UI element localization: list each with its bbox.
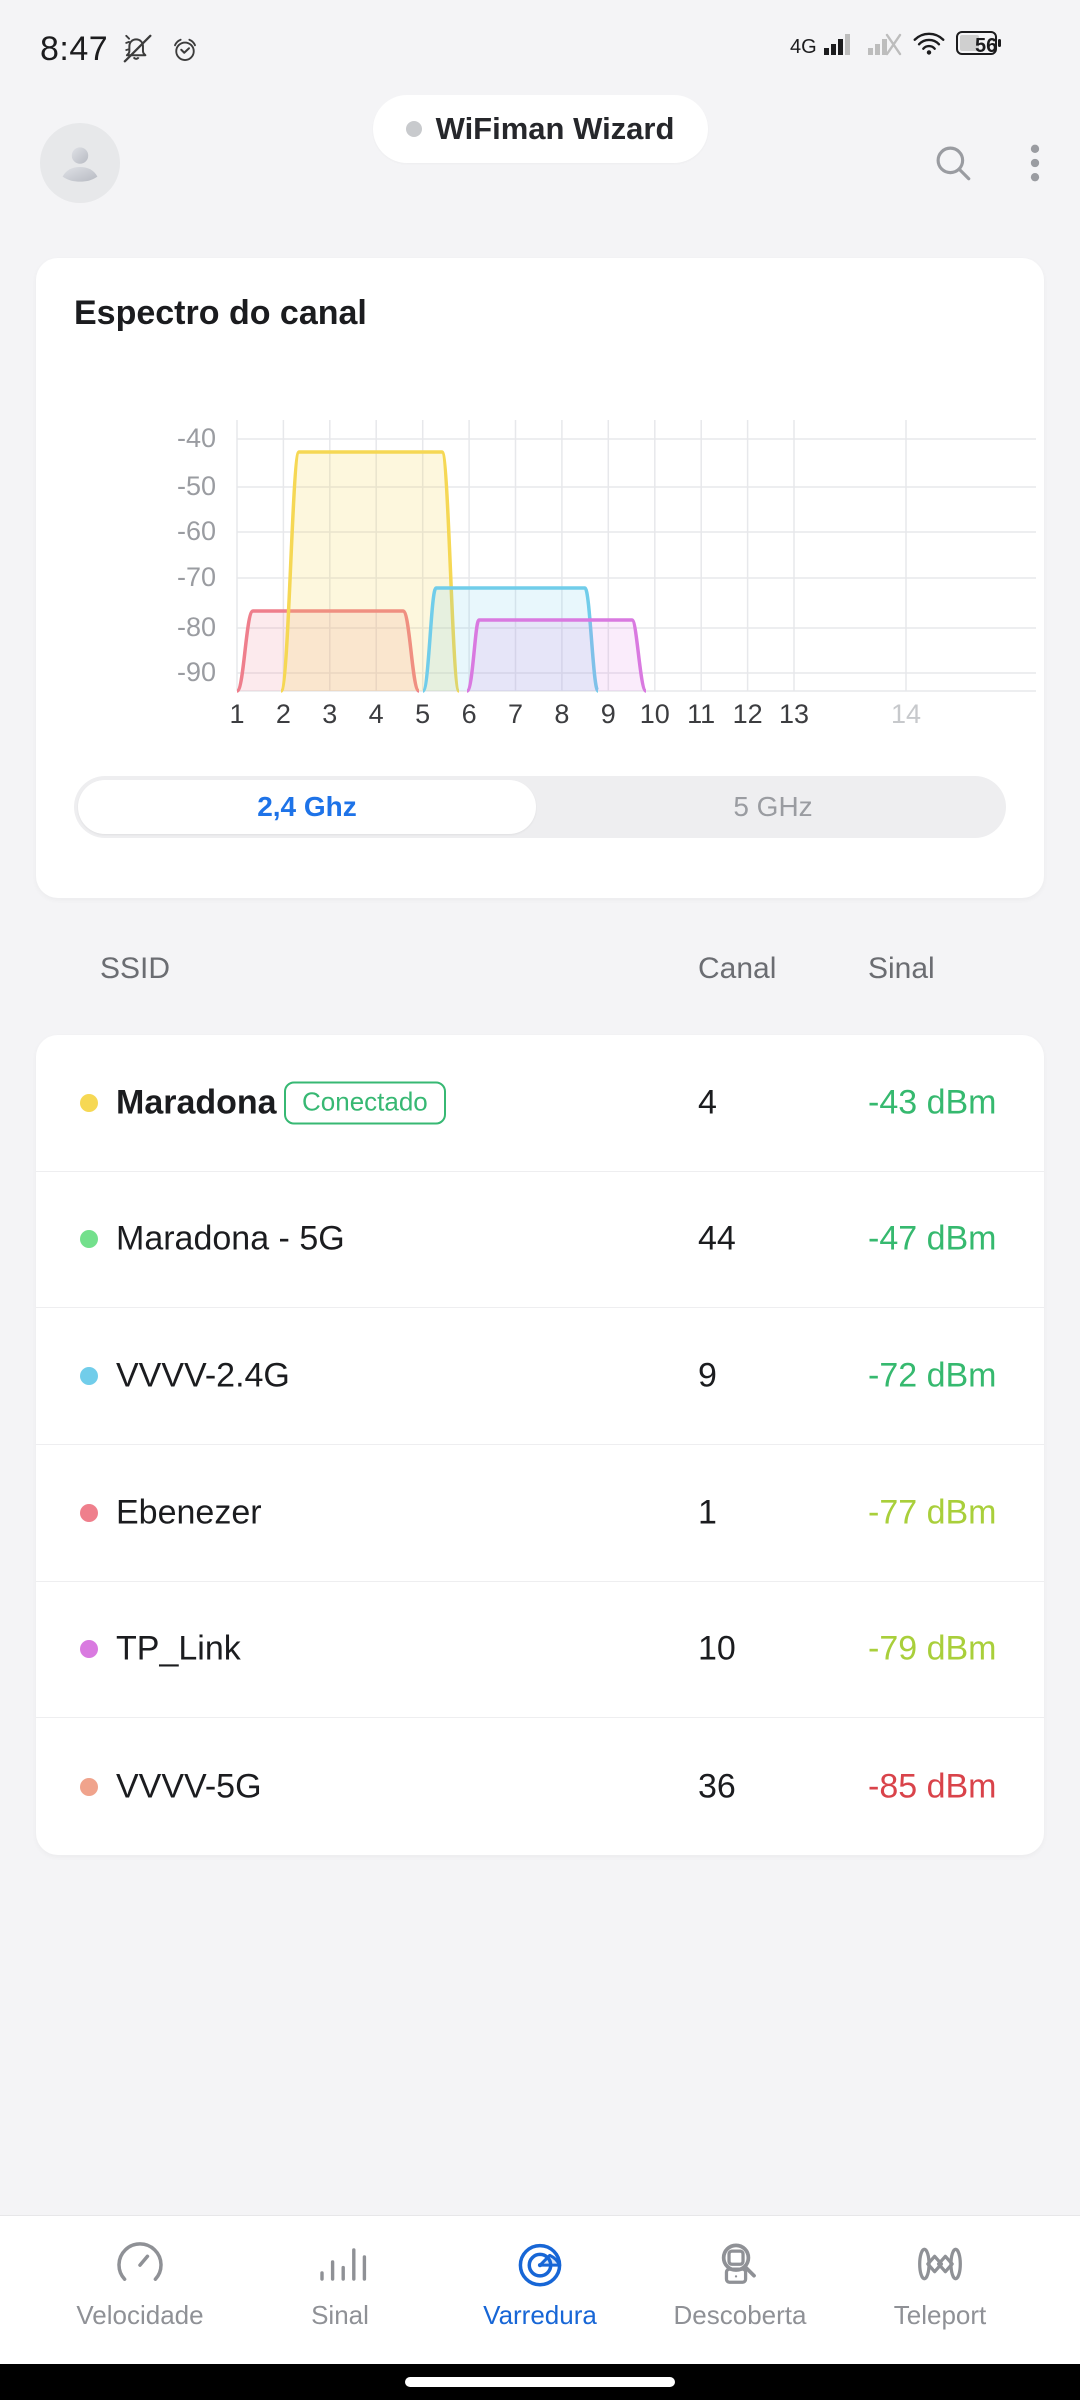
svg-text:5: 5 <box>415 699 430 729</box>
svg-text:-60: -60 <box>177 516 216 546</box>
svg-text:7: 7 <box>508 699 523 729</box>
svg-text:10: 10 <box>640 699 670 729</box>
svg-text:14: 14 <box>891 699 921 729</box>
svg-text:3: 3 <box>322 699 337 729</box>
svg-text:11: 11 <box>687 699 715 729</box>
svg-text:2: 2 <box>276 699 291 729</box>
svg-text:6: 6 <box>462 699 477 729</box>
svg-text:-80: -80 <box>177 612 216 642</box>
svg-text:-50: -50 <box>177 471 216 501</box>
svg-text:8: 8 <box>554 699 569 729</box>
svg-text:13: 13 <box>779 699 809 729</box>
svg-text:-40: -40 <box>177 423 216 453</box>
svg-text:1: 1 <box>229 699 244 729</box>
svg-text:-70: -70 <box>177 562 216 592</box>
svg-text:-90: -90 <box>177 657 216 687</box>
svg-text:4: 4 <box>369 699 384 729</box>
svg-text:12: 12 <box>733 699 763 729</box>
svg-text:9: 9 <box>601 699 616 729</box>
